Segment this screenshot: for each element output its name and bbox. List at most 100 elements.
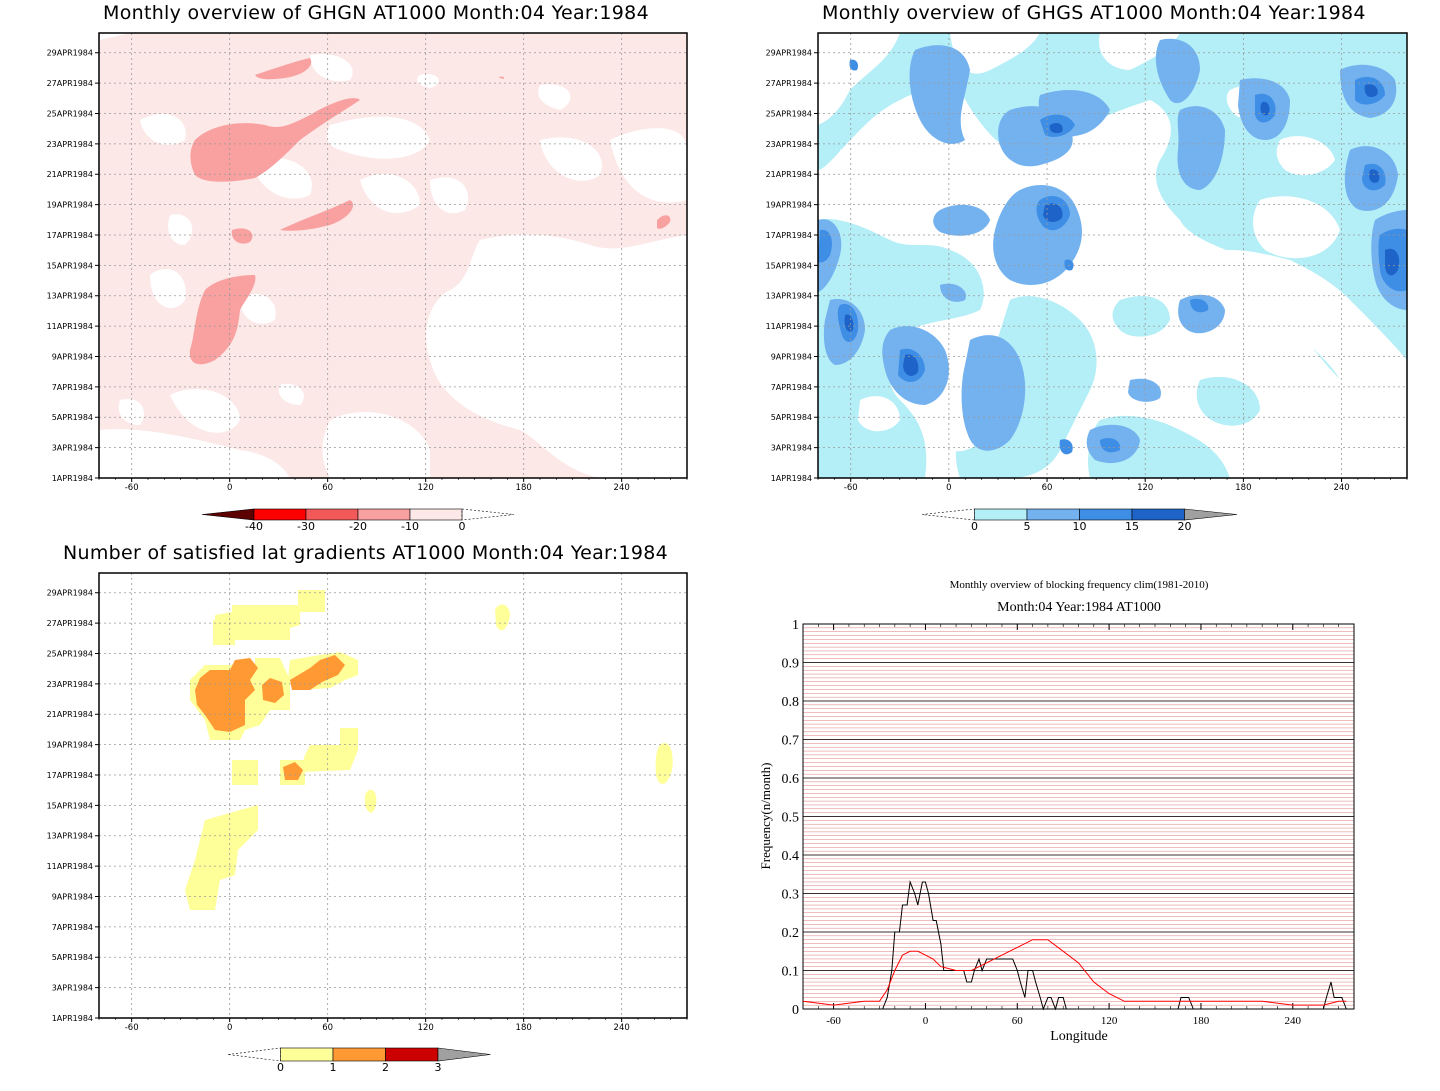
ghgs-y-tick-label: 27APR1984 <box>766 79 812 88</box>
cbC-label: 0 <box>277 1061 284 1074</box>
cbB-right-arrow <box>1184 508 1238 521</box>
ghgn-y-tick-label: 29APR1984 <box>47 49 93 58</box>
ghgs-x-tick-label: 120 <box>1137 483 1153 493</box>
cbA-swatch <box>253 508 307 521</box>
ghgs-axis-ticks: -60 0 60 120 180 240 1APR1984 3APR1984 5APR1984 7… <box>766 49 1408 493</box>
frequency-x-tick-label: 240 <box>1285 1015 1302 1027</box>
frequency-ylabel: Frequency(n/month) <box>758 763 773 870</box>
ghgs-y-tick-label: 5APR1984 <box>771 413 812 422</box>
frequency-x-tick-label: 120 <box>1101 1015 1118 1027</box>
ghgs-y-tick-label: 21APR1984 <box>766 170 812 179</box>
ghgn-y-tick-label: 5APR1984 <box>52 413 93 422</box>
ghgn-y-tick-label: 13APR1984 <box>47 292 93 301</box>
ghgs-x-tick-label: -60 <box>844 483 858 493</box>
ghgs-x-tick-label: 180 <box>1235 483 1251 493</box>
ghgs-gridlines <box>818 33 1407 478</box>
ghgs-level-15-20 <box>844 84 1400 376</box>
frequency-y-tick-label: 1 <box>792 618 799 633</box>
lat-y-tick-label: 1APR1984 <box>52 1014 93 1023</box>
lat-x-tick-label: 60 <box>322 1023 333 1033</box>
frequency-x-tick-label: -60 <box>826 1015 841 1027</box>
lat-gradients-title: Number of satisfied lat gradients AT1000… <box>63 542 669 564</box>
cbB-label: 5 <box>1024 520 1031 533</box>
ghgs-y-tick-label: 15APR1984 <box>766 261 812 270</box>
lat-y-tick-label: 5APR1984 <box>52 953 93 962</box>
ghgn-negative-regions <box>189 58 671 365</box>
ghgn-x-tick-label: 120 <box>418 483 434 493</box>
lat-level-1-2 <box>195 655 345 780</box>
ghgs-y-tick-label: 25APR1984 <box>766 109 812 118</box>
ghgs-colorbar: 0 5 10 15 20 <box>921 508 1238 533</box>
frequency-y-tick-label: 0.5 <box>782 811 800 826</box>
frequency-axis-ticks: 0 0.1 0.2 0.3 0.4 0.5 0.6 0.7 0.8 0.9 1 -60 0 60 120 18… <box>782 618 1355 1027</box>
ghgs-y-tick-label: 1APR1984 <box>771 474 812 483</box>
lat-y-tick-label: 11APR1984 <box>47 862 93 871</box>
cbC-label: 3 <box>435 1061 442 1074</box>
frequency-series <box>802 880 1347 1011</box>
cbA-label: 0 <box>459 520 466 533</box>
ghgn-y-tick-label: 1APR1984 <box>52 474 93 483</box>
cbA-label: -20 <box>349 520 367 533</box>
frequency-x-tick-label: 0 <box>923 1015 929 1027</box>
frequency-gridlines <box>803 623 1354 1010</box>
frequency-title: Monthly overview of blocking frequency c… <box>950 579 1209 591</box>
cbC-swatch <box>280 1047 334 1062</box>
ghgn-y-tick-label: 3APR1984 <box>52 444 93 453</box>
ghgs-title: Monthly overview of GHGS AT1000 Month:04… <box>822 2 1366 24</box>
ghgn-x-tick-label: 180 <box>516 483 532 493</box>
ghgs-y-tick-label: 17APR1984 <box>766 231 812 240</box>
ghgn-gridlines <box>99 33 687 478</box>
cbA-swatch <box>305 508 359 521</box>
ghgs-y-tick-label: 29APR1984 <box>766 49 812 58</box>
frequency-line-climatology <box>802 939 1347 1006</box>
ghgn-y-tick-label: 17APR1984 <box>47 231 93 240</box>
cbC-right-arrow <box>437 1047 491 1062</box>
ghgn-y-tick-label: 21APR1984 <box>47 170 93 179</box>
cbC-swatch <box>332 1047 386 1062</box>
cbB-swatch <box>974 508 1028 521</box>
ghgn-colorbar: -40 -30 -20 -10 0 <box>201 508 515 533</box>
ghgs-y-tick-label: 9APR1984 <box>771 352 812 361</box>
cbB-label: 20 <box>1178 520 1192 533</box>
frequency-x-tick-label: 180 <box>1193 1015 1210 1027</box>
lat-y-tick-label: 15APR1984 <box>47 801 93 810</box>
lat-y-tick-label: 9APR1984 <box>52 892 93 901</box>
ghgs-plot: -60 0 60 120 180 240 1APR1984 3APR1984 5APR1984 7… <box>766 32 1408 493</box>
cbA-label: -30 <box>297 520 315 533</box>
cbC-swatch <box>385 1047 439 1062</box>
ghgn-y-tick-label: 23APR1984 <box>47 140 93 149</box>
ghgn-axis-ticks: -60 0 60 120 180 240 1APR1984 3APR1984 5APR1984 7… <box>47 49 688 493</box>
ghgn-x-tick-label: 0 <box>227 483 232 493</box>
cbB-swatch <box>1131 508 1185 521</box>
ghgn-y-tick-label: 7APR1984 <box>52 383 93 392</box>
lat-y-tick-label: 29APR1984 <box>47 589 93 598</box>
lat-y-tick-label: 3APR1984 <box>52 984 93 993</box>
ghgs-y-tick-label: 13APR1984 <box>766 292 812 301</box>
cbA-swatch <box>357 508 411 521</box>
lat-y-tick-label: 17APR1984 <box>47 771 93 780</box>
ghgn-x-tick-label: 240 <box>614 483 630 493</box>
frequency-y-tick-label: 0.3 <box>782 888 800 903</box>
frequency-y-tick-label: 0 <box>792 1003 799 1018</box>
frequency-y-tick-label: 0.4 <box>782 849 800 864</box>
frequency-y-tick-label: 0.2 <box>782 926 800 941</box>
lat-y-tick-label: 13APR1984 <box>47 832 93 841</box>
frequency-y-tick-label: 0.6 <box>782 772 800 787</box>
ghgs-x-tick-label: 0 <box>946 483 951 493</box>
ghgs-level-10-15 <box>818 59 1407 455</box>
lat-y-tick-label: 25APR1984 <box>47 649 93 658</box>
cbB-swatch <box>1026 508 1080 521</box>
frequency-xlabel: Longitude <box>1050 1029 1108 1044</box>
cbA-left-arrow <box>201 508 255 521</box>
frequency-y-tick-label: 0.7 <box>782 734 800 749</box>
lat-x-tick-label: 240 <box>614 1023 630 1033</box>
lat-x-tick-label: 0 <box>227 1023 232 1033</box>
ghgs-y-tick-label: 19APR1984 <box>766 201 812 210</box>
frequency-plot: Monthly overview of blocking frequency c… <box>758 579 1355 1044</box>
lat-x-tick-label: -60 <box>125 1023 139 1033</box>
cbC-left-arrow <box>227 1047 281 1062</box>
ghgn-y-tick-label: 25APR1984 <box>47 109 93 118</box>
lat-background <box>99 573 687 1018</box>
cbB-label: 10 <box>1073 520 1087 533</box>
lat-y-tick-label: 7APR1984 <box>52 923 93 932</box>
